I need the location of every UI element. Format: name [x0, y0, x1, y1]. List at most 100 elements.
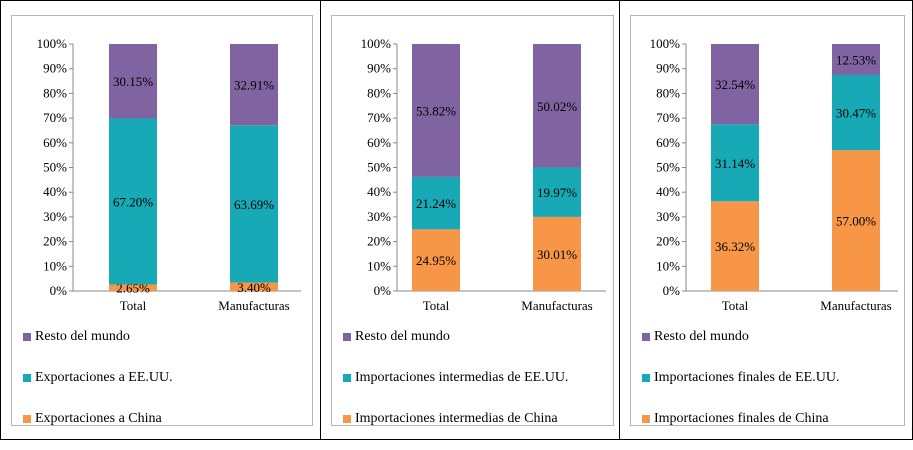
data-label: 12.53% [836, 52, 876, 67]
chart-panel-importaciones-intermedias: 0% 10% 20% 30% 40% 50% 60% 70% 80% 90% 100% 24.95% 2… [320, 0, 620, 440]
y-tick-label: 100% [361, 36, 392, 51]
bar-segment [412, 43, 460, 177]
chart-panel-importaciones-finales: 0% 10% 20% 30% 40% 50% 60% 70% 80% 90% 100% 36.32% 3… [619, 0, 913, 440]
y-tick-label: 40% [43, 184, 67, 199]
y-tick-label: 60% [656, 135, 680, 150]
y-tick-label: 0% [374, 283, 392, 298]
y-tick-label: 20% [43, 234, 67, 249]
y-tick-label: 10% [656, 258, 680, 273]
legend-2: Resto del mundo Importaciones intermedias… [343, 327, 568, 450]
legend-item: Resto del mundo [23, 327, 173, 347]
data-label: 24.95% [416, 253, 456, 268]
bar-segment [230, 44, 278, 126]
data-label: 32.54% [715, 77, 755, 92]
y-tick-label: 90% [367, 61, 391, 76]
x-tick-label: Manufacturas [218, 298, 289, 313]
data-label: 30.01% [537, 247, 577, 262]
chart-area [11, 15, 313, 426]
bar-segment [832, 74, 880, 151]
y-tick-label: 50% [43, 160, 67, 175]
y-tick-label: 30% [43, 209, 67, 224]
bar-segment [533, 216, 581, 291]
chart-area [331, 15, 614, 426]
legend-1: Resto del mundo Exportaciones a EE.UU. Exp… [23, 327, 173, 450]
y-tick-label: 100% [650, 36, 681, 51]
y-tick-label: 30% [656, 209, 680, 224]
legend-item: Importaciones intermedias de EE.UU. [343, 368, 568, 388]
legend-label: Resto del mundo [654, 329, 749, 344]
x-tick-label: Manufacturas [820, 298, 891, 313]
legend-swatch [642, 415, 650, 423]
data-label: 50.02% [537, 99, 577, 114]
legend-swatch [343, 333, 351, 341]
bar-segment [533, 44, 581, 168]
data-label: 3.40% [237, 280, 271, 295]
bar-segment [109, 284, 157, 291]
legend-item: Resto del mundo [343, 327, 568, 347]
x-tick-label: Total [120, 298, 147, 313]
y-tick-label: 60% [43, 135, 67, 150]
legend-label: Importaciones intermedias de EE.UU. [355, 370, 569, 385]
legend-3: Resto del mundo Importaciones finales de … [642, 327, 839, 450]
legend-swatch [23, 415, 31, 423]
bar-segment [230, 125, 278, 283]
y-tick-label: 50% [367, 160, 391, 175]
y-tick-label: 70% [656, 110, 680, 125]
data-label: 36.32% [715, 239, 755, 254]
data-label: 2.65% [116, 281, 150, 296]
legend-item: Importaciones intermedias de China [343, 409, 568, 429]
legend-swatch [23, 333, 31, 341]
y-tick-label: 100% [37, 36, 68, 51]
chart-panel-exportaciones: 0% 10% 20% 30% 40% 50% 60% 70% 80% 90% 100% 2.65% 67… [0, 0, 321, 440]
y-tick-label: 90% [43, 61, 67, 76]
legend-swatch [23, 374, 31, 382]
bar-segment [832, 44, 880, 75]
legend-swatch [642, 374, 650, 382]
bar-segment [711, 44, 759, 125]
data-label: 21.24% [416, 196, 456, 211]
y-tick-label: 50% [656, 160, 680, 175]
bar-segment [832, 150, 880, 291]
legend-label: Importaciones intermedias de China [355, 411, 558, 426]
stacked-bar-chart-3: 0% 10% 20% 30% 40% 50% 60% 70% 80% 90% 100% 36.32% 3… [650, 36, 898, 313]
y-tick-label: 80% [367, 85, 391, 100]
chart-area [630, 15, 905, 426]
legend-label: Exportaciones a EE.UU. [35, 370, 173, 385]
legend-label: Exportaciones a China [35, 411, 162, 426]
y-tick-label: 40% [367, 184, 391, 199]
y-tick-label: 20% [367, 234, 391, 249]
data-label: 53.82% [416, 103, 456, 118]
bar-segment [109, 44, 157, 119]
y-tick-label: 40% [656, 184, 680, 199]
legend-item: Importaciones finales de China [642, 409, 839, 429]
y-tick-label: 0% [50, 283, 68, 298]
x-tick-label: Manufacturas [521, 298, 592, 313]
y-tick-label: 80% [656, 85, 680, 100]
legend-item: Exportaciones a China [23, 409, 173, 429]
y-tick-label: 60% [367, 135, 391, 150]
y-tick-label: 30% [367, 209, 391, 224]
legend-swatch [343, 374, 351, 382]
y-tick-label: 0% [663, 283, 681, 298]
bar-segment [711, 124, 759, 202]
y-tick-label: 20% [656, 234, 680, 249]
data-label: 19.97% [537, 185, 577, 200]
y-tick-label: 10% [367, 258, 391, 273]
legend-item: Importaciones finales de EE.UU. [642, 368, 839, 388]
bar-segment [711, 201, 759, 291]
legend-swatch [642, 333, 650, 341]
x-tick-label: Total [423, 298, 450, 313]
y-tick-label: 80% [43, 85, 67, 100]
y-tick-label: 70% [43, 110, 67, 125]
bar-segment [230, 282, 278, 291]
data-label: 30.47% [836, 106, 876, 121]
stacked-bar-chart-1: 0% 10% 20% 30% 40% 50% 60% 70% 80% 90% 100% 2.65% 67… [37, 36, 301, 313]
legend-label: Importaciones finales de EE.UU. [654, 370, 840, 385]
bar-segment [109, 118, 157, 285]
legend-label: Resto del mundo [355, 329, 450, 344]
x-tick-label: Total [722, 298, 749, 313]
y-tick-label: 90% [656, 61, 680, 76]
legend-swatch [343, 415, 351, 423]
legend-label: Importaciones finales de China [654, 411, 829, 426]
bar-segment [533, 167, 581, 217]
